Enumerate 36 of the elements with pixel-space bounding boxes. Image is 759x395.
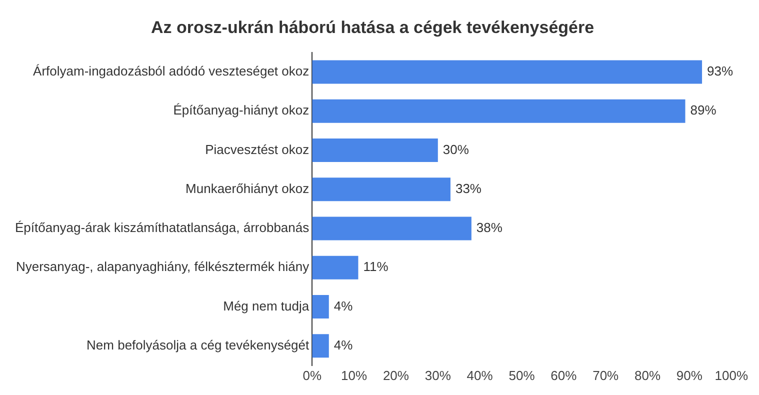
data-label: 11%: [363, 259, 389, 274]
x-tick-label: 80%: [634, 368, 661, 383]
y-tick-label: Piacvesztést okoz: [205, 142, 310, 157]
data-label: 89%: [690, 102, 717, 118]
bar: [312, 178, 450, 202]
x-tick-label: 30%: [424, 368, 452, 383]
chart-title: Az orosz-ukrán háború hatása a cégek tevékenységére: [150, 18, 594, 37]
data-label: 33%: [455, 180, 482, 196]
y-tick-label: Árfolyam-ingadozásból adódó veszteséget okoz: [33, 64, 310, 79]
data-label: 93%: [707, 64, 734, 79]
bar: [312, 294, 329, 318]
x-tick-label: 10%: [341, 368, 368, 383]
y-tick-label: Nem befolyásolja a cég tevékenységét: [86, 337, 310, 352]
x-tick-label: 90%: [676, 368, 703, 383]
y-tick-label: Nyersanyag-, alapanyaghiány, félkésztermék hiány: [16, 259, 310, 274]
x-tick-label: 20%: [382, 368, 410, 383]
x-tick-label: 40%: [466, 368, 494, 383]
bar: [312, 138, 438, 162]
data-label: 30%: [442, 142, 470, 157]
x-tick-label: 100%: [714, 368, 748, 383]
y-tick-label: Építőanyag-hiányt okoz: [173, 102, 310, 118]
data-label: 38%: [476, 220, 503, 236]
x-tick-label: 50%: [508, 368, 536, 383]
x-tick-label: 60%: [550, 368, 578, 383]
bar: [312, 216, 472, 240]
bar: [312, 334, 329, 358]
bar: [312, 60, 702, 84]
y-tick-label: Még nem tudja: [223, 298, 310, 314]
data-label: 4%: [334, 337, 354, 352]
x-tick-label: 70%: [592, 368, 620, 383]
bar: [312, 256, 358, 280]
y-tick-label: Munkaerőhiányt okoz: [186, 180, 310, 196]
data-label: 4%: [334, 298, 354, 314]
y-tick-label: Építőanyag-árak kiszámíthatatlansága, árrobbanás: [14, 220, 310, 236]
bar: [312, 99, 686, 123]
x-tick-label: 0%: [302, 368, 322, 383]
